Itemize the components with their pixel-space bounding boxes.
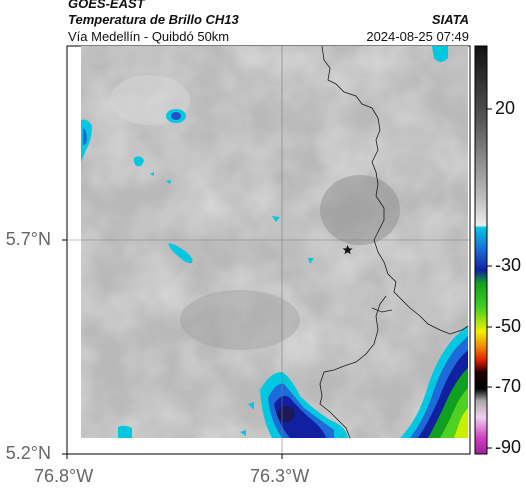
colorbar-tick-label: -30 <box>495 255 522 275</box>
department-boundary <box>371 307 393 313</box>
cold-cloud-cell <box>150 172 154 176</box>
colorbar-tick-label: -90 <box>495 437 522 457</box>
colorbar-tick-label: -50 <box>495 316 522 336</box>
cold-cloud-cell <box>432 46 448 62</box>
lon-tick-label: 76.3°W <box>250 466 310 486</box>
region-label: Vía Medellín - Quibdó 50km <box>68 29 230 44</box>
colorbar <box>474 45 492 455</box>
cold-cloud-cell <box>168 243 193 264</box>
star-marker-icon <box>342 245 353 255</box>
timestamp-label: 2024-08-25 07:49 <box>366 29 469 44</box>
colorbar-tick-label: 20 <box>495 98 516 118</box>
lat-tick-label: 5.7°N <box>5 229 51 249</box>
cloud-patch <box>180 290 300 350</box>
colorbar-tick-label: -70 <box>495 376 522 396</box>
deep-convection-core <box>277 406 295 422</box>
cold-cloud-cell <box>248 402 254 410</box>
cold-cloud-cell <box>240 430 246 436</box>
cold-cloud-cell <box>166 180 171 184</box>
cold-cloud-cell <box>308 258 314 264</box>
cold-cloud-cell <box>272 216 280 222</box>
deep-convection-cell <box>454 408 468 438</box>
cold-cloud-cell <box>133 156 144 167</box>
cold-cloud-cell <box>118 425 132 438</box>
cold-cloud-cell <box>83 128 87 146</box>
colorbar-gradient <box>474 45 488 455</box>
department-boundary <box>321 45 469 335</box>
department-boundary <box>319 295 387 439</box>
satellite-title: GOES-EAST <box>68 0 145 11</box>
lat-tick-label: 5.2°N <box>5 443 51 463</box>
cold-cloud-cell <box>171 112 181 120</box>
cloud-patch <box>320 175 400 245</box>
product-title: Temperatura de Brillo CH13 <box>68 12 239 27</box>
lon-tick-label: 76.8°W <box>34 466 94 486</box>
institution-label: SIATA <box>431 12 469 27</box>
map-panel <box>66 45 471 455</box>
